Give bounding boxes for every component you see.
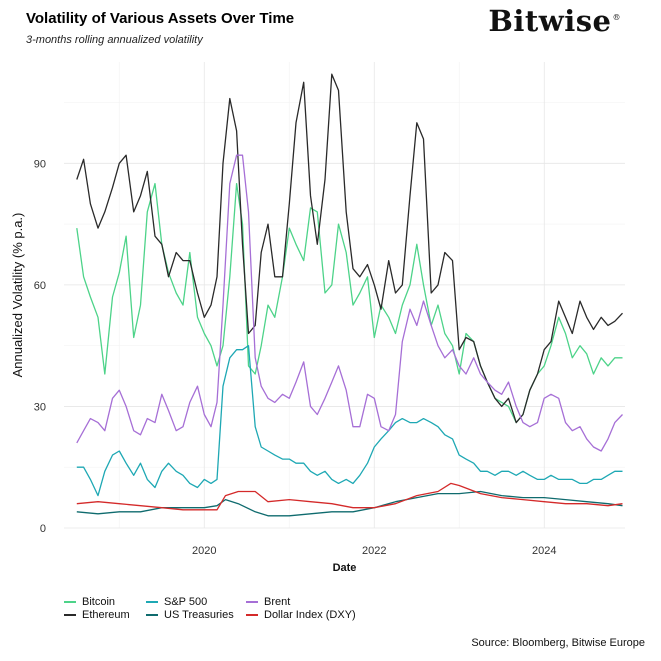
legend-item: Brent xyxy=(246,596,290,608)
legend-item: S&P 500 xyxy=(146,596,207,608)
legend-item: Dollar Index (DXY) xyxy=(246,609,356,621)
x-tick-label: 2020 xyxy=(192,545,216,557)
legend-label: Brent xyxy=(264,596,291,608)
y-tick-label: 0 xyxy=(40,523,46,535)
legend-swatch xyxy=(146,601,158,604)
series-line-dollar-index-dxy xyxy=(76,482,623,511)
legend-swatch xyxy=(246,601,258,604)
legend-item: Bitcoin xyxy=(64,596,115,608)
chart-title: Volatility of Various Assets Over Time xyxy=(26,10,295,27)
bitwise-logo: Bitwise® xyxy=(488,4,621,38)
legend-label: US Treasuries xyxy=(164,609,234,621)
legend-label: S&P 500 xyxy=(164,596,208,608)
y-axis-title: Annualized Volatility (% p.a.) xyxy=(10,213,25,378)
legend-swatch xyxy=(246,614,258,617)
volatility-chart: 0 30 60 90 2020 2022 2024 Date Annualized Volati… xyxy=(10,62,625,574)
y-tick-label: 60 xyxy=(34,280,46,292)
legend-swatch xyxy=(64,601,76,604)
series-line-bitcoin xyxy=(76,182,623,424)
legend-label: Dollar Index (DXY) xyxy=(264,609,356,621)
legend-swatch xyxy=(146,614,158,617)
series-line-us-treasuries xyxy=(76,490,623,517)
x-tick-label: 2022 xyxy=(362,545,386,557)
source-note: Source: Bloomberg, Bitwise Europe xyxy=(471,637,645,649)
y-tick-label: 90 xyxy=(34,158,46,170)
logo-text: Bitwise xyxy=(488,4,612,38)
registered-mark: ® xyxy=(612,13,621,23)
legend-item: US Treasuries xyxy=(146,609,234,621)
x-axis-title: Date xyxy=(333,562,357,574)
legend-label: Bitcoin xyxy=(82,596,116,608)
legend-item: Ethereum xyxy=(64,609,130,621)
x-tick-label: 2024 xyxy=(532,545,556,557)
series-line-s-p-500 xyxy=(76,345,623,497)
legend-label: Ethereum xyxy=(82,609,130,621)
chart-subtitle: 3-months rolling annualized volatility xyxy=(26,34,203,46)
y-tick-label: 30 xyxy=(34,401,46,413)
series-line-ethereum xyxy=(76,73,623,424)
legend-swatch xyxy=(64,614,76,617)
series-line-brent xyxy=(76,154,623,452)
